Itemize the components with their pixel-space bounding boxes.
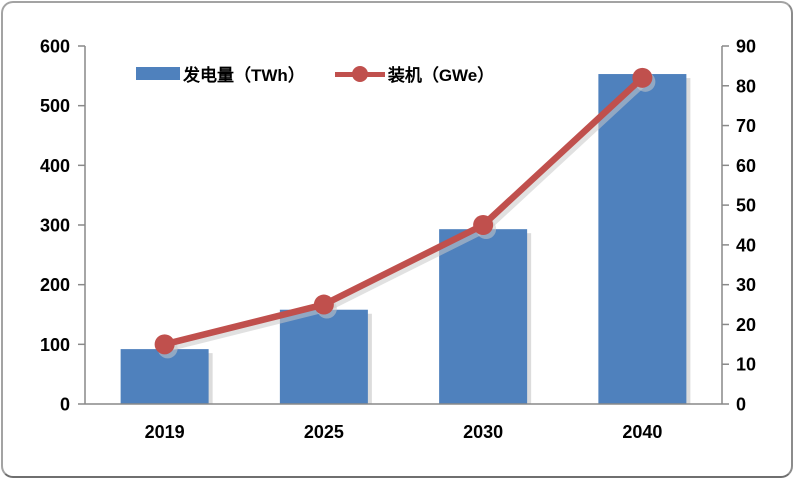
- right-axis-tick-label: 30: [736, 275, 756, 295]
- right-axis-tick-label: 50: [736, 196, 756, 216]
- capacity-line-shadow: [164, 78, 649, 352]
- left-axis-tick-label: 200: [40, 275, 70, 295]
- marker-2030: [473, 215, 494, 235]
- bar-2025: [279, 309, 368, 404]
- marker-2019: [154, 334, 175, 355]
- left-axis-tick-label: 400: [40, 156, 70, 176]
- x-axis-label-2030: 2030: [463, 422, 503, 442]
- marker-2040: [632, 67, 653, 88]
- bar-swatch-icon: [136, 67, 180, 80]
- right-axis-tick-label: 80: [736, 76, 756, 96]
- right-axis-tick-label: 70: [736, 116, 756, 136]
- bar-2040: [598, 74, 687, 404]
- legend-item-generation: 发电量（TWh）: [136, 61, 305, 86]
- marker-2025: [313, 294, 334, 315]
- x-axis-label-2040: 2040: [622, 422, 662, 442]
- left-axis-tick-label: 300: [40, 215, 70, 235]
- right-axis-tick-label: 20: [736, 315, 756, 335]
- right-axis-tick-label: 90: [736, 36, 756, 56]
- right-axis-tick-label: 10: [736, 355, 756, 375]
- right-axis-tick-label: 40: [736, 235, 756, 255]
- left-axis-tick-label: 600: [40, 36, 70, 56]
- left-axis-tick-label: 100: [40, 335, 70, 355]
- right-axis-tick-label: 0: [736, 394, 746, 414]
- bar-2030: [439, 229, 528, 404]
- left-axis-tick-label: 500: [40, 96, 70, 116]
- line-marker-swatch-icon: [334, 65, 385, 83]
- x-axis-label-2019: 2019: [145, 422, 185, 442]
- right-axis-tick-label: 60: [736, 156, 756, 176]
- x-axis-label-2025: 2025: [304, 422, 344, 442]
- legend-label-generation: 发电量（TWh）: [183, 66, 305, 85]
- left-axis-tick-label: 0: [60, 394, 70, 414]
- capacity-line: [161, 74, 646, 348]
- legend: 发电量（TWh） 装机（GWe）: [136, 61, 494, 86]
- bar-2019: [120, 349, 209, 404]
- line-swatch-dot: [351, 65, 368, 82]
- legend-label-capacity: 装机（GWe）: [387, 66, 495, 85]
- legend-item-capacity: 装机（GWe）: [334, 61, 495, 86]
